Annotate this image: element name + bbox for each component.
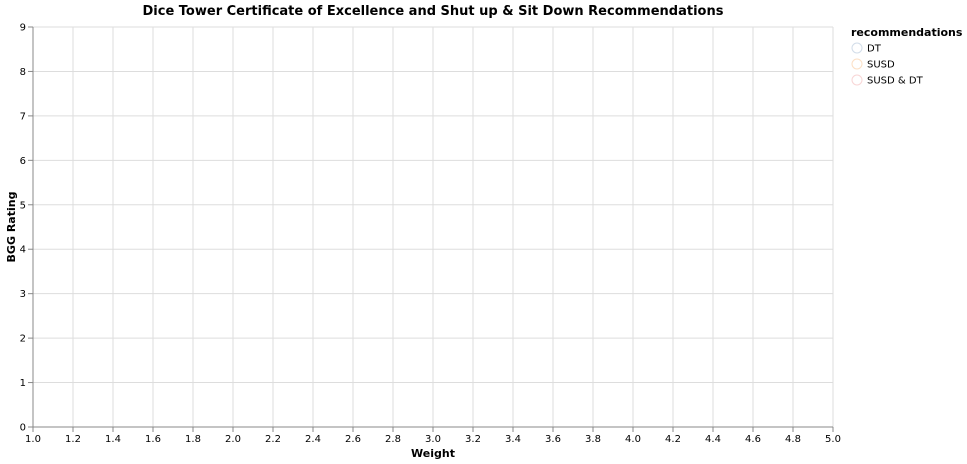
legend-label: SUSD xyxy=(867,60,895,71)
y-tick-label: 8 xyxy=(20,67,26,78)
x-axis-title: Weight xyxy=(411,447,455,460)
x-tick-label: 5.0 xyxy=(825,434,841,445)
x-tick-label: 4.0 xyxy=(625,434,641,445)
y-tick-label: 5 xyxy=(20,200,26,211)
x-tick-label: 3.6 xyxy=(545,434,561,445)
x-tick-label: 2.6 xyxy=(345,434,361,445)
x-tick-label: 1.2 xyxy=(65,434,81,445)
x-tick-label: 1.0 xyxy=(25,434,41,445)
legend-symbol xyxy=(851,74,863,86)
y-tick-label: 6 xyxy=(20,156,26,167)
x-tick-label: 2.0 xyxy=(225,434,241,445)
y-tick-label: 9 xyxy=(20,23,26,34)
x-gridlines xyxy=(32,27,834,427)
y-tick-label: 2 xyxy=(20,334,26,345)
y-tick-label: 0 xyxy=(20,423,26,434)
x-tick-label: 2.2 xyxy=(265,434,281,445)
x-tick-label: 2.8 xyxy=(385,434,401,445)
x-tick-label: 3.4 xyxy=(505,434,521,445)
x-tick-label: 2.4 xyxy=(305,434,321,445)
y-tick-label: 1 xyxy=(20,378,26,389)
x-axis-ticks: 1.0 1.2 1.4 1.6 1.8 2.0 2.2 2.4 2.6 2.8 3.0 3.2 3.4 3… xyxy=(25,427,841,445)
y-tick-label: 3 xyxy=(20,289,26,300)
x-tick-label: 3.0 xyxy=(425,434,441,445)
x-tick-label: 4.2 xyxy=(665,434,681,445)
x-tick-label: 4.8 xyxy=(785,434,801,445)
legend-title: recommendations xyxy=(851,26,963,39)
legend-symbol xyxy=(851,58,863,70)
legend-label: DT xyxy=(867,44,882,55)
y-axis-title: BGG Rating xyxy=(5,192,18,263)
x-tick-label: 1.6 xyxy=(145,434,161,445)
y-tick-label: 7 xyxy=(20,111,26,122)
legend-symbol xyxy=(851,42,863,54)
chart-title: Dice Tower Certificate of Excellence and… xyxy=(143,4,724,19)
y-tick-label: 4 xyxy=(20,245,26,256)
x-tick-label: 3.2 xyxy=(465,434,481,445)
x-tick-label: 4.4 xyxy=(705,434,721,445)
x-tick-label: 3.8 xyxy=(585,434,601,445)
x-tick-label: 1.8 xyxy=(185,434,201,445)
x-tick-label: 4.6 xyxy=(745,434,761,445)
y-axis-ticks: 0 1 2 3 4 5 6 7 8 9 xyxy=(20,23,33,434)
legend-label: SUSD & DT xyxy=(867,76,924,87)
x-tick-label: 1.4 xyxy=(105,434,121,445)
legend: recommendations DT SUSD SUSD & DT xyxy=(851,26,963,87)
